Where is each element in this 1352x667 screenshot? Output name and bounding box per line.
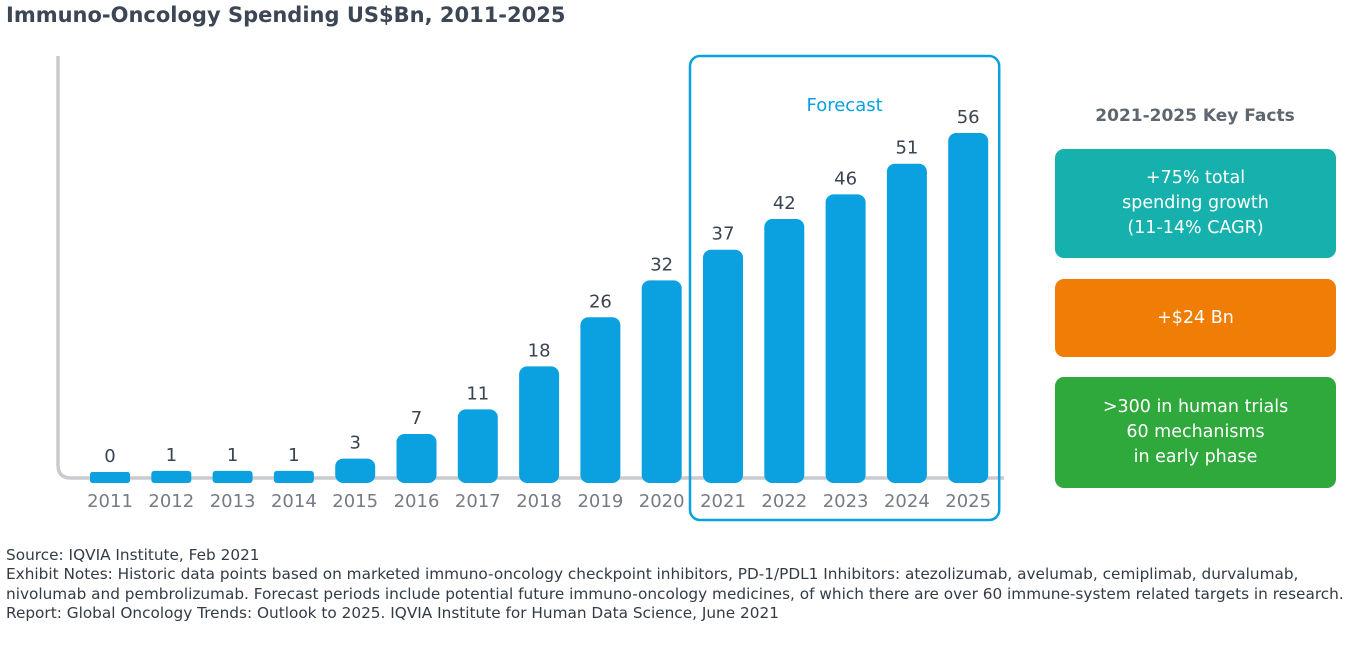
fact-line: 60 mechanisms: [1126, 422, 1265, 442]
x-tick-2011: 2011: [87, 491, 133, 512]
data-label-2020: 32: [650, 254, 673, 275]
bar-2025: [948, 133, 989, 483]
fact-line: spending growth: [1122, 193, 1269, 213]
data-label-2014: 1: [288, 445, 299, 466]
bar-2011: [90, 472, 130, 483]
chart-title: Immuno-Oncology Spending US$Bn, 2011-202…: [6, 3, 566, 27]
x-tick-2013: 2013: [210, 491, 256, 512]
x-tick-2021: 2021: [700, 491, 746, 512]
x-tick-2018: 2018: [516, 491, 562, 512]
bar-2018: [519, 366, 560, 483]
bar-2017: [457, 409, 498, 483]
x-tick-2016: 2016: [394, 491, 440, 512]
bar-2020: [641, 280, 682, 483]
fact-box-growth: +75% total spending growth (11-14% CAGR): [1055, 149, 1336, 258]
x-tick-2025: 2025: [945, 491, 991, 512]
data-label-2011: 0: [104, 446, 115, 467]
fact-box-spend-increase: +$24 Bn: [1055, 279, 1336, 357]
bar-2012: [151, 470, 192, 483]
bar-2021: [703, 249, 743, 483]
data-label-2018: 18: [528, 340, 551, 361]
x-tick-2012: 2012: [148, 491, 194, 512]
data-label-2017: 11: [466, 383, 489, 404]
data-label-2019: 26: [589, 291, 612, 312]
data-label-2012: 1: [166, 445, 177, 466]
bar-2023: [825, 194, 866, 483]
fact-line: in early phase: [1133, 447, 1258, 467]
x-tick-2015: 2015: [332, 491, 378, 512]
footnotes: Source: IQVIA Institute, Feb 2021 Exhibi…: [6, 546, 1346, 624]
fact-line: +$24 Bn: [1157, 307, 1234, 328]
bar-2019: [580, 317, 621, 483]
x-tick-2017: 2017: [455, 491, 501, 512]
fact-box-trials: >300 in human trials 60 mechanisms in earl…: [1055, 377, 1336, 488]
data-label-2022: 42: [773, 193, 796, 214]
fact-line: (11-14% CAGR): [1127, 218, 1264, 238]
data-label-2021: 37: [712, 224, 735, 245]
data-label-2013: 1: [227, 445, 238, 466]
data-label-2025: 56: [957, 107, 980, 128]
bar-2013: [212, 470, 253, 483]
exhibit-notes: Exhibit Notes: Historic data points base…: [6, 565, 1344, 603]
bar-2024: [886, 163, 927, 483]
forecast-label: Forecast: [807, 95, 883, 116]
x-tick-2023: 2023: [823, 491, 869, 512]
x-tick-2020: 2020: [639, 491, 685, 512]
fact-line: >300 in human trials: [1102, 397, 1289, 417]
x-tick-2024: 2024: [884, 491, 930, 512]
data-label-2023: 46: [834, 168, 857, 189]
source-note: Source: IQVIA Institute, Feb 2021: [6, 546, 260, 564]
fact-line: +75% total: [1145, 168, 1246, 188]
chart-axis: [56, 56, 1004, 480]
bar-2022: [764, 219, 805, 483]
bar-2016: [396, 434, 437, 483]
x-tick-2022: 2022: [761, 491, 807, 512]
bar-2015: [335, 458, 376, 483]
forecast-box: [688, 54, 1001, 522]
x-tick-2019: 2019: [577, 491, 623, 512]
data-label-2016: 7: [411, 408, 422, 429]
data-label-2024: 51: [895, 138, 918, 159]
x-tick-2014: 2014: [271, 491, 317, 512]
data-label-2015: 3: [349, 433, 360, 454]
key-facts-title: 2021-2025 Key Facts: [1095, 106, 1295, 126]
report-note: Report: Global Oncology Trends: Outlook …: [6, 604, 779, 623]
bar-2014: [273, 470, 314, 483]
bar-chart: Forecast 0 2011 1 2012 1 2013 1 2014 3 2015 7 2016 1…: [56, 54, 1004, 522]
